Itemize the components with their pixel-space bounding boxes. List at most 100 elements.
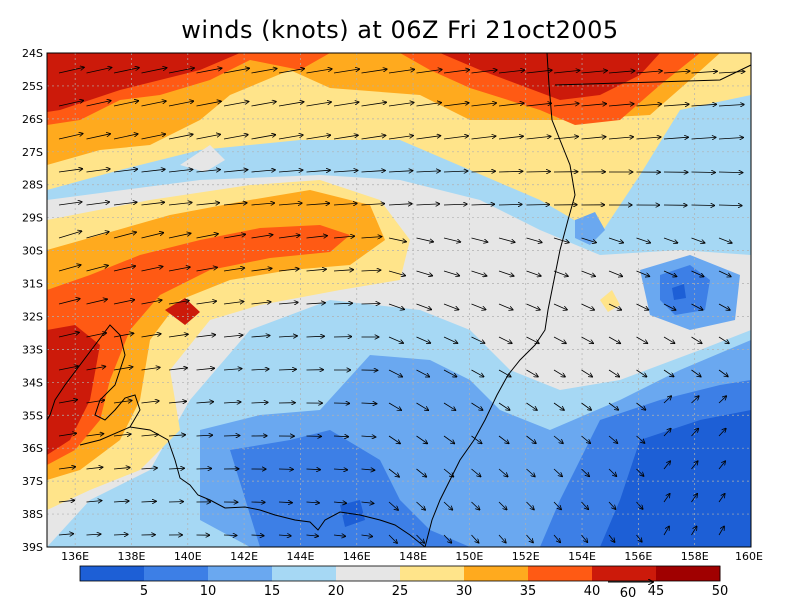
wind-vector [636, 402, 646, 410]
wind-vector [388, 69, 414, 74]
wind-vector [443, 435, 454, 444]
wind-vector [581, 303, 595, 310]
wind-vector [691, 104, 717, 106]
colorbar-swatch [464, 566, 529, 581]
wind-vector [223, 436, 240, 437]
wind-vector [416, 369, 430, 377]
wind-vector [608, 137, 633, 139]
wind-vector [278, 502, 292, 503]
wind-vector [86, 68, 112, 74]
wind-vector [113, 300, 134, 305]
wind-vector [141, 101, 166, 107]
band-10-15-south [230, 265, 751, 547]
wind-vector [86, 265, 109, 272]
wind-vector [443, 336, 458, 343]
wind-vector [498, 468, 508, 477]
wind-vector [526, 172, 551, 173]
wind-vector [636, 137, 661, 139]
wind-vector [58, 332, 79, 338]
wind-vector [223, 402, 241, 403]
wind-vector [58, 169, 82, 173]
wind-vector [333, 203, 357, 205]
wind-vector [223, 135, 248, 140]
wind-vector [443, 103, 469, 107]
wind-vector [691, 137, 716, 139]
wind-vector [86, 169, 110, 173]
wind-vector [581, 501, 589, 509]
wind-vector [141, 68, 167, 74]
wind-vector [581, 534, 588, 542]
wind-vector [196, 170, 221, 173]
wind-vector [498, 501, 507, 510]
wind-vector [663, 71, 690, 73]
wind-vector [608, 336, 620, 343]
map-title: winds (knots) at 06Z Fri 21oct2005 [181, 16, 619, 44]
wind-vector [416, 336, 431, 343]
colorbar-swatch [592, 566, 657, 581]
wind-vector [278, 369, 296, 370]
colorbar-tick-label: 10 [200, 584, 217, 599]
wind-vector [141, 434, 159, 436]
wind-vector [196, 335, 216, 337]
wind-vector [113, 333, 134, 338]
wind-vector [553, 237, 569, 243]
wind-vector [58, 231, 82, 239]
wind-vector [471, 501, 480, 510]
lat-label: 32S [22, 310, 43, 323]
wind-vector [526, 237, 542, 242]
wind-vector [498, 204, 522, 205]
wind-vector [636, 468, 644, 476]
wind-vector [416, 402, 429, 410]
wind-vector [526, 205, 550, 206]
wind-vector [471, 171, 496, 172]
colorbar-swatch [144, 566, 209, 581]
wind-vector [113, 232, 136, 239]
wind-vector [361, 469, 375, 470]
wind-vector [223, 102, 249, 107]
wind-vector [691, 461, 698, 470]
lon-label: 142E [230, 550, 258, 563]
wind-vector [608, 435, 617, 443]
wind-vector [718, 138, 743, 140]
wind-vector [168, 401, 186, 403]
reference-vector-label: 60 [620, 586, 637, 600]
wind-vector [58, 101, 83, 107]
wind-vector [306, 303, 326, 304]
wind-vector [223, 234, 245, 239]
wind-vector [718, 237, 732, 243]
wind-vector [86, 400, 105, 404]
wind-vector [196, 234, 219, 239]
wind-vector [581, 369, 593, 377]
lat-label: 26S [22, 113, 43, 126]
colorbar-tick-label: 15 [264, 584, 281, 599]
wind-vector [471, 468, 481, 477]
wind-vector [581, 336, 594, 343]
wind-vector [718, 526, 724, 536]
wind-vector [333, 502, 346, 503]
wind-vector [416, 204, 440, 205]
wind-vector [388, 237, 406, 242]
wind-vector [278, 235, 300, 239]
wind-vector [443, 534, 451, 543]
wind-vector [251, 69, 277, 74]
wind-vector [86, 202, 110, 206]
coastline-south-australia [79, 426, 426, 548]
colorbar-swatch [80, 566, 145, 581]
wind-vector [306, 535, 319, 536]
wind-vector [388, 402, 401, 410]
wind-vector [636, 534, 642, 542]
wind-vector [471, 435, 482, 443]
wind-vector [691, 270, 704, 277]
wind-vector [306, 502, 320, 503]
wind-vector [141, 468, 158, 469]
wind-vector [663, 336, 675, 343]
lon-label: 158E [681, 550, 709, 563]
wind-vector [663, 526, 669, 536]
wind-vector [471, 237, 488, 242]
wind-vector [251, 336, 270, 338]
wind-vector [168, 468, 184, 469]
wind-vector [691, 237, 705, 243]
wind-vector [663, 270, 677, 277]
wind-vector [498, 369, 511, 377]
wind-vector [471, 103, 497, 107]
